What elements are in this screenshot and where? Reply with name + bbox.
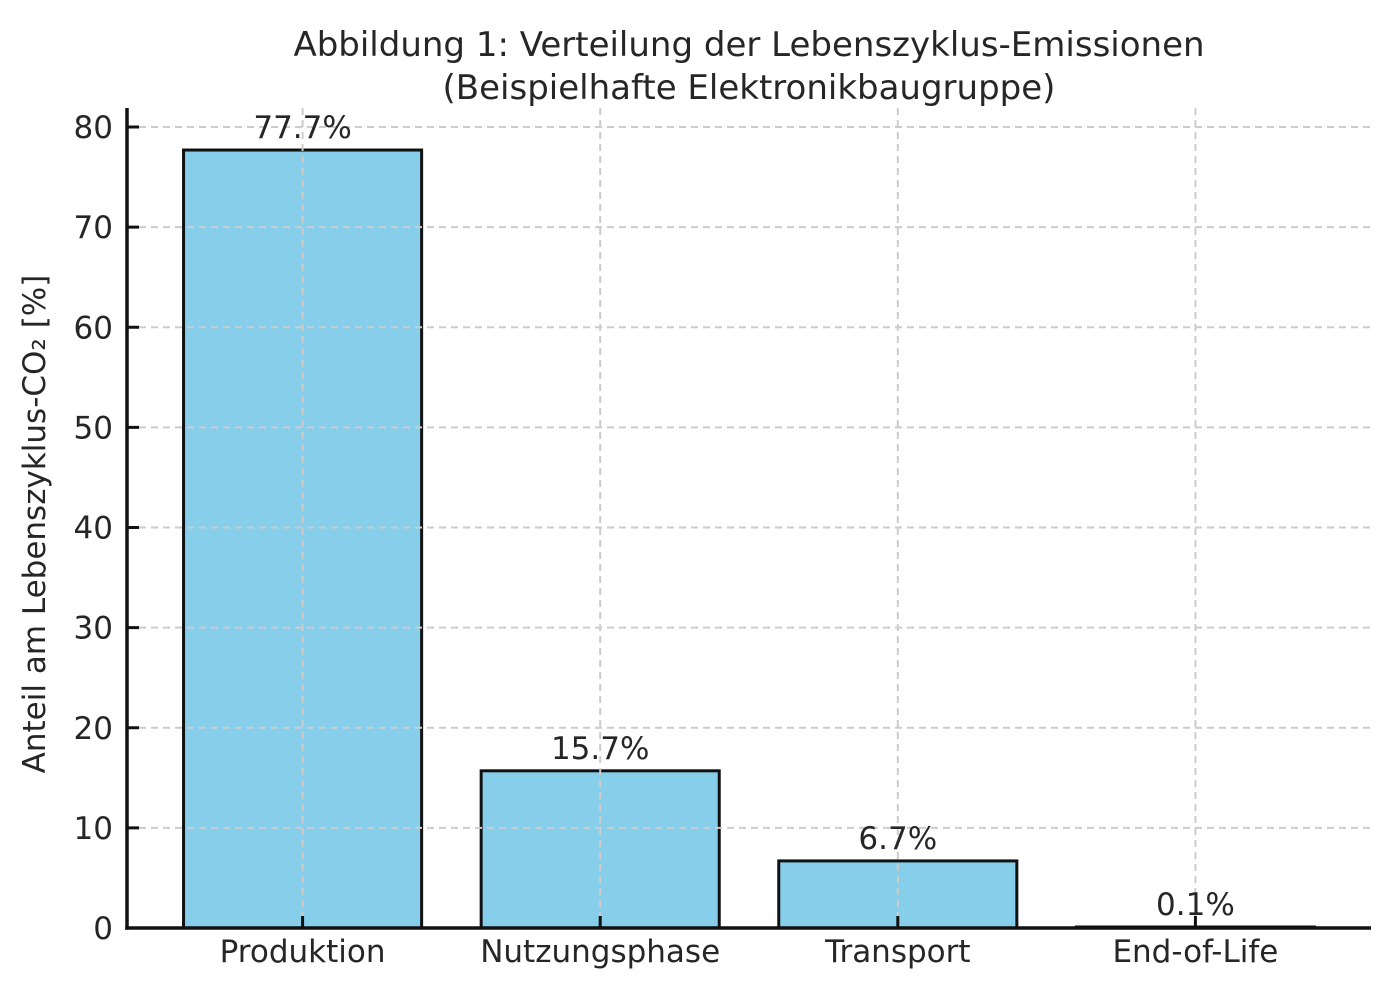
y-tick-label: 60 xyxy=(74,310,113,346)
y-tick-label: 40 xyxy=(74,511,113,547)
y-tick-label: 0 xyxy=(93,911,113,947)
x-tick-label: Transport xyxy=(824,934,970,970)
bar-value-label: 15.7% xyxy=(551,731,649,767)
y-tick-label: 20 xyxy=(74,711,113,747)
x-tick-label: End-of-Life xyxy=(1112,934,1278,970)
chart-title-line1: Abbildung 1: Verteilung der Lebenszyklus… xyxy=(293,25,1204,65)
y-tick-label: 10 xyxy=(74,811,113,847)
chart-title-line2: (Beispielhafte Elektronikbaugruppe) xyxy=(443,68,1056,108)
bar-value-label: 6.7% xyxy=(858,821,937,857)
x-tick-label: Nutzungsphase xyxy=(480,934,720,970)
y-tick-label: 30 xyxy=(74,611,113,647)
y-tick-label: 80 xyxy=(74,110,113,146)
bar-value-label: 0.1% xyxy=(1156,887,1235,923)
bar-value-label: 77.7% xyxy=(253,110,351,146)
x-tick-label: Produktion xyxy=(220,934,386,970)
y-tick-label: 50 xyxy=(74,410,113,446)
y-axis-label: Anteil am Lebenszyklus-CO₂ [%] xyxy=(17,275,53,774)
y-tick-label: 70 xyxy=(74,210,113,246)
